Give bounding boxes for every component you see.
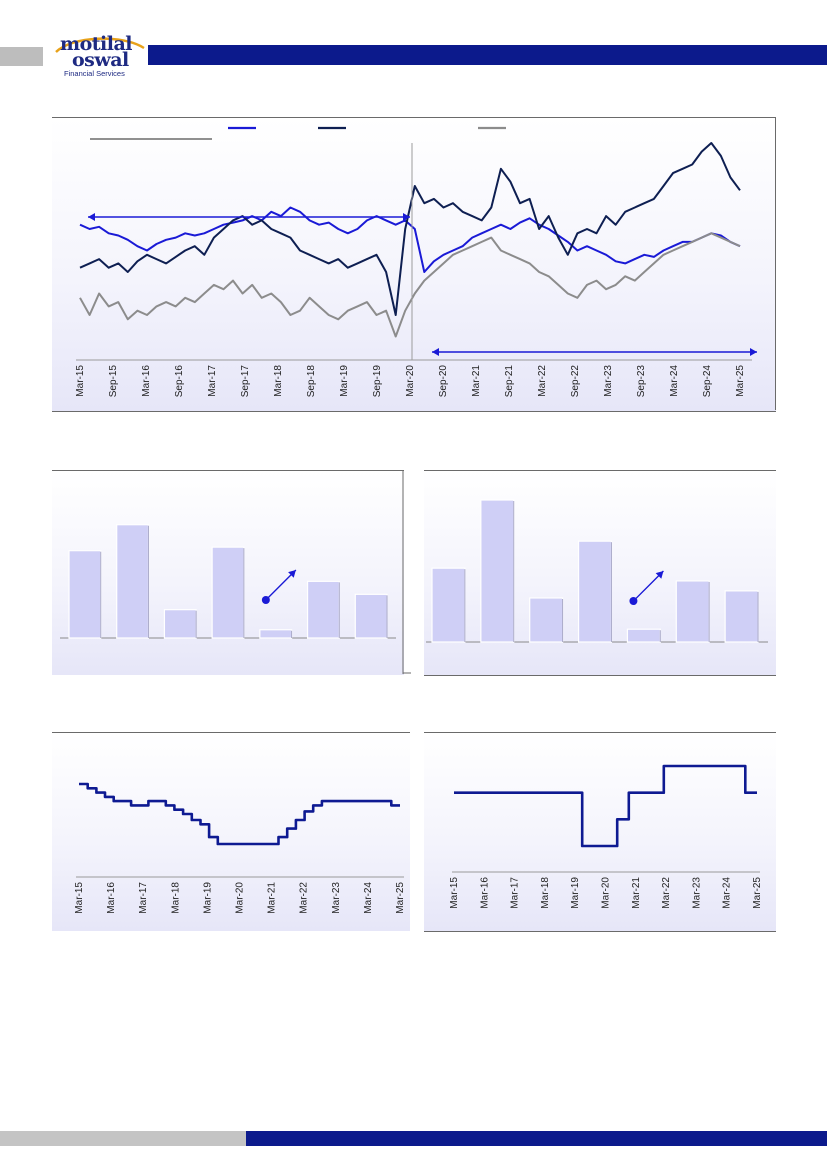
bar-1 [431, 567, 466, 643]
x-tick-label: Mar-20 [235, 882, 246, 914]
x-tick-label: Mar-24 [722, 877, 733, 909]
bar-4 [211, 546, 245, 639]
x-tick-label: Sep-20 [438, 365, 449, 398]
annotation-arrow-head [288, 570, 296, 578]
x-tick-label: Mar-25 [735, 365, 746, 397]
bar-chart-left [60, 470, 411, 674]
bar-4 [577, 540, 613, 643]
x-tick-label: Mar-20 [405, 365, 416, 397]
x-tick-label: Mar-21 [471, 365, 482, 397]
x-tick-label: Sep-18 [306, 365, 317, 398]
x-tick-label: Sep-23 [636, 365, 647, 398]
bar-3 [529, 597, 564, 643]
bar-1 [68, 550, 102, 639]
x-tick-label: Mar-18 [170, 882, 181, 914]
x-tick-label: Sep-19 [372, 365, 383, 398]
x-tick-label: Mar-16 [106, 882, 117, 914]
step-chart-left-panel [52, 732, 410, 931]
logo-swoosh [55, 37, 145, 53]
bar-3 [163, 609, 197, 639]
bar-5 [259, 629, 293, 639]
period-arrow-right-head-left [432, 348, 439, 356]
x-tick-label: Mar-16 [141, 365, 152, 397]
period-arrow-left-head-left [88, 213, 95, 221]
series-line-2 [79, 142, 741, 316]
bar-5 [626, 628, 661, 643]
x-tick-label: Mar-21 [267, 882, 278, 914]
x-tick-label: Mar-18 [273, 365, 284, 397]
rate-step-line [454, 764, 757, 848]
x-tick-label: Sep-15 [108, 365, 119, 398]
x-tick-label: Mar-22 [537, 365, 548, 397]
x-tick-label: Mar-25 [395, 882, 406, 914]
bar-2 [480, 499, 515, 643]
series-line-3 [79, 232, 741, 338]
annotation-arrow-shaft [632, 570, 664, 602]
logo-wordmark-line-2: oswal [72, 49, 129, 71]
header-gray-strip [0, 47, 43, 66]
x-tick-label: Mar-19 [339, 365, 350, 397]
x-tick-label: Mar-19 [570, 877, 581, 909]
x-tick-label: Sep-24 [702, 365, 713, 398]
header-blue-bar [148, 45, 827, 65]
x-tick-label: Mar-20 [601, 877, 612, 909]
x-tick-label: Mar-15 [74, 882, 85, 914]
annotation-arrow-head [655, 571, 664, 579]
footer-gray-bar [0, 1131, 246, 1146]
x-tick-label: Mar-25 [752, 877, 763, 909]
x-tick-label: Mar-22 [299, 882, 310, 914]
x-tick-label: Mar-17 [207, 365, 218, 397]
logo-tagline: Financial Services [64, 69, 125, 78]
x-tick-label: Sep-22 [570, 365, 581, 398]
x-tick-label: Mar-24 [669, 365, 680, 397]
bar-chart-right [426, 499, 768, 643]
step-chart-left: Mar-15 Mar-16 Mar-17 Mar-18 Mar-19 Mar-20 Mar-… [74, 782, 406, 914]
step-chart-right: Mar-15 Mar-16 Mar-17 Mar-18 Mar-19 Mar-20 Mar-… [449, 764, 763, 909]
main-line-chart: Mar-15 Sep-15 Mar-16 Sep-16 Mar-17 Sep-17 Mar-… [75, 126, 757, 398]
bar-6 [306, 580, 340, 639]
x-tick-label: Mar-18 [540, 877, 551, 909]
x-tick-label: Mar-17 [138, 882, 149, 914]
x-tick-label: Mar-19 [202, 882, 213, 914]
bar-7 [354, 593, 388, 639]
x-tick-label: Mar-17 [510, 877, 521, 909]
x-tick-label: Mar-15 [449, 877, 460, 909]
bar-6 [675, 580, 710, 643]
x-tick-label: Mar-22 [661, 877, 672, 909]
main-panel-right-border [775, 117, 776, 410]
bar-2 [116, 524, 150, 639]
rate-step-line [79, 782, 400, 846]
logo-wordmark-line-1: motilal [60, 33, 133, 55]
x-tick-label: Mar-23 [691, 877, 702, 909]
x-tick-label: Mar-23 [331, 882, 342, 914]
footer-blue-bar [246, 1131, 827, 1146]
x-tick-label: Sep-21 [504, 365, 515, 398]
x-tick-label: Mar-15 [75, 365, 86, 397]
period-arrow-left-head [403, 213, 410, 221]
main-line-chart-panel [52, 117, 776, 412]
x-tick-label: Mar-24 [363, 882, 374, 914]
annotation-arrow-shaft [265, 569, 297, 601]
x-tick-label: Sep-16 [174, 365, 185, 398]
series-line-1 [79, 206, 741, 273]
x-tick-label: Sep-17 [240, 365, 251, 398]
x-tick-label: Mar-23 [603, 365, 614, 397]
period-arrow-right-head [750, 348, 757, 356]
x-tick-label: Mar-21 [631, 877, 642, 909]
bar-7 [724, 590, 759, 643]
x-tick-label: Mar-16 [479, 877, 490, 909]
